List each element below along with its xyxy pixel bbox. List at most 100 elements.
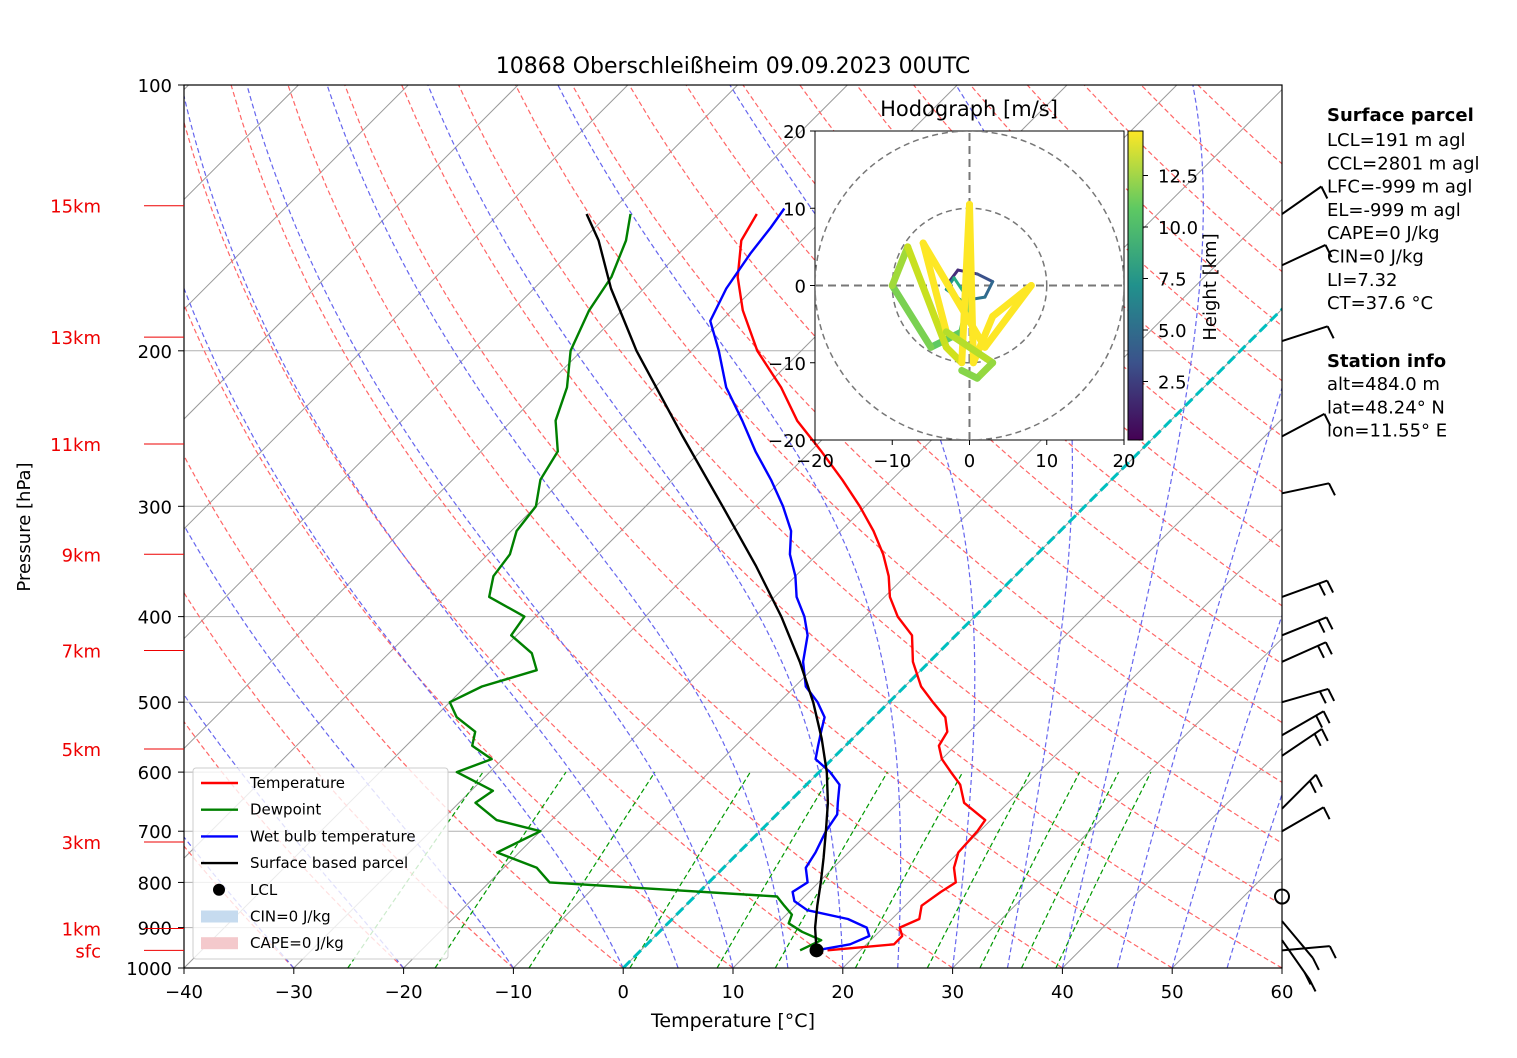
wind-barb-shaft (1281, 616, 1327, 637)
wind-barb-shaft (1281, 482, 1330, 495)
legend-swatch (201, 937, 238, 950)
isotherm-line (184, 85, 519, 420)
hodograph-segment (983, 280, 995, 299)
wind-barb-flag (1328, 482, 1336, 496)
dry-adiabat (230, 85, 953, 968)
colorbar-tick-label: 12.5 (1158, 167, 1198, 188)
wind-barb-flag (1313, 733, 1322, 747)
height-label: 9km (62, 545, 101, 566)
mixing-ratio-line (926, 771, 1031, 968)
legend-label: Dewpoint (250, 801, 321, 819)
y-axis-label: Pressure [hPa] (14, 462, 35, 591)
legend-swatch (201, 910, 238, 923)
x-tick-label: 10 (722, 982, 745, 1003)
isotherm-line (184, 85, 738, 640)
wind-barb-shaft (1281, 412, 1325, 438)
mixing-ratio-line (716, 771, 834, 968)
height-label: 13km (50, 328, 101, 349)
surface-parcel-title: Surface parcel (1327, 105, 1474, 126)
wind-barb-flag (1324, 641, 1333, 655)
y-tick-label: 300 (138, 497, 172, 518)
hodograph-segment (888, 282, 935, 351)
wind-barb (1281, 710, 1331, 737)
hodograph-y-tick-label: −20 (768, 431, 806, 452)
series-surface-based-parcel (585, 213, 830, 951)
isotherm-line (184, 85, 848, 750)
wind-barb-flag (1308, 979, 1317, 992)
hodograph-segment (919, 239, 950, 336)
y-tick-label: 200 (138, 342, 172, 363)
wind-barb-flag (1315, 715, 1323, 729)
surface-parcel-line: CT=37.6 °C (1327, 293, 1433, 314)
wind-barb-shaft (1281, 774, 1317, 810)
moist-adiabat (246, 85, 734, 968)
wind-barb-flag (1311, 957, 1320, 971)
legend: Temperature Dewpoint Wet bulb temperature S… (192, 767, 449, 960)
wind-barb (1281, 412, 1332, 438)
x-axis-label: Temperature [°C] (650, 1010, 815, 1032)
y-tick-label: 1000 (126, 959, 172, 980)
series-temperature (736, 213, 987, 952)
wind-barb-flag (1320, 186, 1329, 199)
wind-barb (1281, 325, 1335, 343)
surface-parcel-line: CAPE=0 J/kg (1327, 223, 1440, 244)
dry-adiabat (458, 85, 1282, 906)
wind-barb (1281, 579, 1334, 598)
colorbar-tick-label: 7.5 (1158, 270, 1187, 291)
mixing-ratio-line (434, 771, 567, 968)
moist-adiabat (326, 85, 789, 968)
isotherm-line (513, 198, 1282, 968)
wind-barb-flag (1308, 780, 1317, 794)
moist-adiabat (1171, 613, 1282, 968)
height-label: sfc (75, 941, 101, 962)
dry-adiabat (287, 85, 1063, 968)
y-tick-label: 800 (138, 873, 172, 894)
hodograph-y-tick-label: 0 (795, 277, 806, 298)
surface-parcel-line: CIN=0 J/kg (1327, 247, 1424, 268)
mixing-ratio-line (774, 771, 888, 968)
mixing-ratio-line (629, 771, 751, 968)
hodograph-x-tick-label: 20 (1113, 451, 1136, 472)
chart-title: 10868 Oberschleißheim 09.09.2023 00UTC (496, 54, 971, 79)
y-tick-label: 700 (138, 822, 172, 843)
wind-barb-shaft (1281, 806, 1325, 833)
wind-barb (1281, 939, 1317, 992)
height-label: 3km (62, 833, 101, 854)
hodograph-x-tick-label: −20 (796, 451, 834, 472)
freezing-isotherm (622, 307, 1282, 968)
colorbar-tick-label: 5.0 (1158, 321, 1187, 342)
wind-barb-flag (1315, 774, 1323, 788)
hodograph-y-tick-label: 10 (783, 199, 806, 220)
wind-barb (1281, 945, 1337, 959)
colorbar-label: Height [km] (1200, 233, 1221, 340)
x-tick-label: 20 (831, 982, 854, 1003)
wind-barb-flag (1328, 945, 1337, 959)
isotherm-line (952, 637, 1282, 968)
wind-barb-shaft (1281, 185, 1322, 215)
wind-barb-flag (1318, 690, 1327, 704)
x-tick-label: 40 (1051, 982, 1074, 1003)
colorbar (1127, 130, 1144, 441)
wind-barb-shaft (1281, 945, 1330, 952)
wind-barb-flag (1317, 645, 1325, 659)
surface-parcel-line: LI=7.32 (1327, 270, 1398, 291)
station-info-title: Station info (1327, 351, 1446, 372)
dry-adiabat (571, 85, 1282, 784)
wind-barb-flag (1323, 413, 1332, 427)
moist-adiabat (1061, 85, 1204, 968)
x-tick-label: 50 (1161, 982, 1184, 1003)
hodograph-segment (888, 243, 912, 289)
station-info-line: alt=484.0 m (1327, 374, 1440, 395)
x-tick-label: 0 (617, 982, 628, 1003)
hodograph-segment (919, 239, 989, 351)
mixing-ratio-line (528, 771, 656, 968)
x-tick-label: −10 (494, 982, 532, 1003)
wind-barb-flag (1317, 620, 1326, 634)
moist-adiabat (1226, 792, 1282, 968)
height-label: 15km (50, 197, 101, 218)
moist-adiabat (1116, 385, 1282, 968)
legend-label: CAPE=0 J/kg (250, 934, 344, 952)
dry-adiabat (184, 454, 624, 968)
hodograph: Hodograph [m/s] −20 −10 0 10 20 20 10 0 −10 −20 2… (768, 97, 1221, 472)
